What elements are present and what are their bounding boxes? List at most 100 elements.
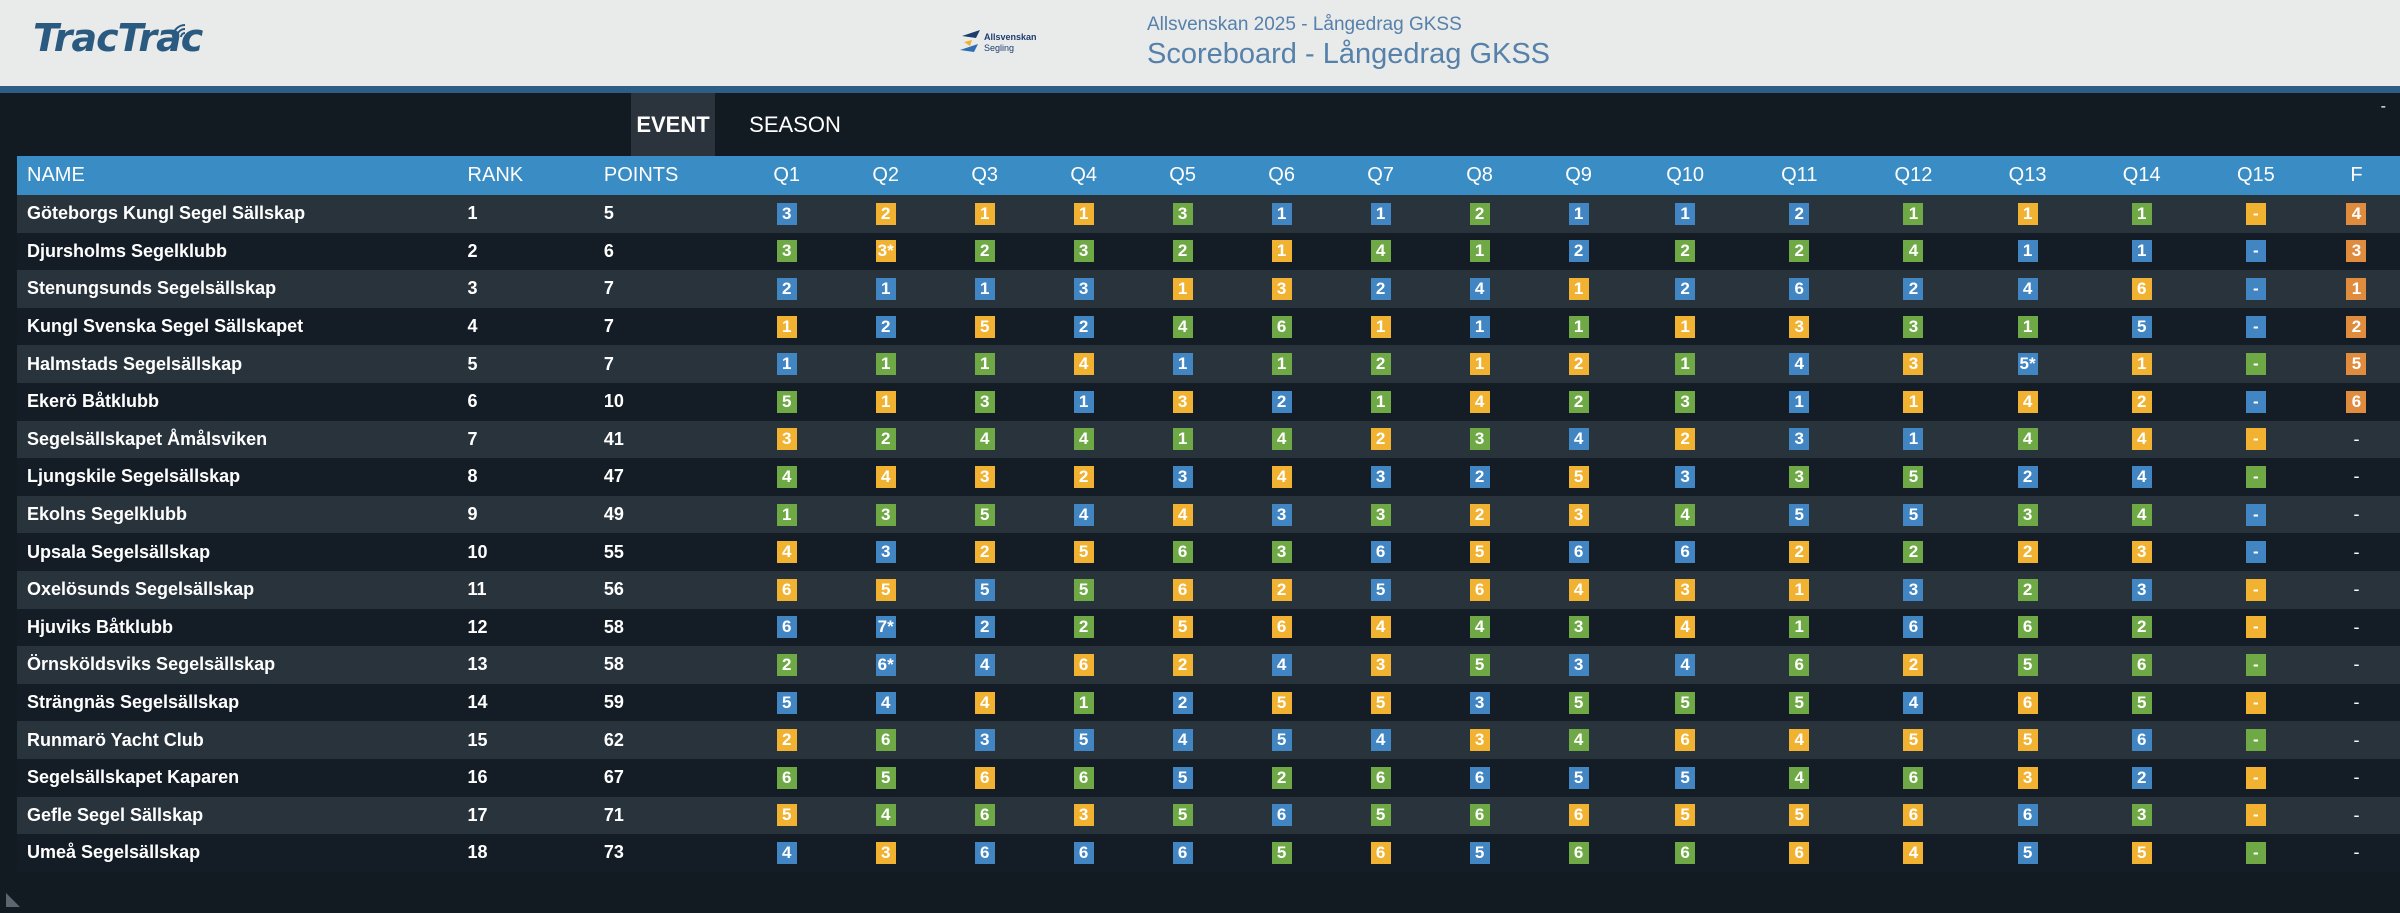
position-badge[interactable]: 4 — [1469, 277, 1490, 300]
tab-season[interactable]: SEASON — [749, 112, 841, 137]
position-badge[interactable]: 3 — [974, 729, 995, 752]
position-badge[interactable]: 2 — [1469, 503, 1490, 526]
position-badge[interactable]: - — [2245, 691, 2266, 714]
position-badge[interactable]: 1 — [1271, 240, 1292, 263]
position-badge[interactable]: 3 — [1073, 277, 1094, 300]
position-badge[interactable]: 3 — [974, 465, 995, 488]
collapse-button[interactable]: - — [2380, 98, 2386, 115]
position-badge[interactable]: 5 — [776, 804, 797, 827]
column-header-f[interactable]: F — [2312, 156, 2400, 195]
column-header-q13[interactable]: Q13 — [1970, 156, 2085, 195]
position-badge[interactable]: 3 — [1675, 390, 1696, 413]
position-badge[interactable]: 2 — [1172, 691, 1193, 714]
position-badge[interactable]: 4 — [2017, 277, 2038, 300]
column-header-points[interactable]: POINTS — [603, 156, 738, 195]
position-badge[interactable]: 4 — [1073, 503, 1094, 526]
position-badge[interactable]: - — [2245, 841, 2266, 864]
position-badge[interactable]: 2 — [776, 729, 797, 752]
position-badge[interactable]: 4 — [2017, 390, 2038, 413]
position-badge[interactable]: 2 — [1568, 240, 1589, 263]
position-badge[interactable]: 3 — [1370, 653, 1391, 676]
position-badge[interactable]: 4 — [1469, 390, 1490, 413]
position-badge[interactable]: 3 — [776, 428, 797, 451]
column-header-q6[interactable]: Q6 — [1232, 156, 1332, 195]
table-row[interactable]: Strängnäs Segelsällskap 14 59 5 4 4 1 2 5 5 3 5 5 5 4 6… — [17, 683, 2400, 722]
column-header-q1[interactable]: Q1 — [737, 156, 837, 195]
position-badge[interactable]: - — [2245, 277, 2266, 300]
position-badge[interactable]: 3 — [875, 841, 896, 864]
position-badge[interactable]: 3 — [1172, 465, 1193, 488]
table-row[interactable]: Örnsköldsviks Segelsällskap 13 58 2 6* 4 6 2 4 3 5… — [17, 646, 2400, 684]
position-badge[interactable]: 1 — [2131, 240, 2152, 263]
position-badge[interactable]: 1 — [776, 315, 797, 338]
position-badge[interactable]: 4 — [776, 465, 797, 488]
position-badge[interactable]: 4 — [1568, 428, 1589, 451]
position-badge[interactable]: 1 — [1789, 578, 1810, 601]
column-header-q9[interactable]: Q9 — [1529, 156, 1629, 195]
position-badge[interactable]: 4 — [1789, 729, 1810, 752]
position-badge[interactable]: - — [2245, 428, 2266, 451]
position-badge[interactable]: 4 — [1172, 503, 1193, 526]
position-badge[interactable]: 5 — [1568, 691, 1589, 714]
position-badge[interactable]: 4 — [1789, 766, 1810, 789]
position-badge[interactable]: 6 — [776, 766, 797, 789]
position-badge[interactable]: 2 — [1073, 616, 1094, 639]
position-badge[interactable]: 4 — [1073, 353, 1094, 376]
position-badge[interactable]: 1 — [974, 277, 995, 300]
position-badge[interactable]: 5 — [875, 578, 896, 601]
position-badge[interactable]: 6 — [1172, 841, 1193, 864]
position-badge[interactable]: 2 — [1370, 353, 1391, 376]
position-badge[interactable]: 6 — [974, 804, 995, 827]
position-badge[interactable]: 1 — [1073, 691, 1094, 714]
position-badge[interactable]: 1 — [1469, 315, 1490, 338]
column-header-q2[interactable]: Q2 — [836, 156, 936, 195]
position-badge[interactable]: 1 — [1789, 616, 1810, 639]
position-badge[interactable]: 4 — [776, 541, 797, 564]
position-badge[interactable]: 6 — [1568, 541, 1589, 564]
tractrac-logo[interactable]: TracTrac — [33, 16, 203, 60]
position-badge[interactable]: 1 — [1675, 353, 1696, 376]
position-badge[interactable]: 2 — [1271, 578, 1292, 601]
position-badge[interactable]: 4 — [1271, 428, 1292, 451]
position-badge[interactable]: 4 — [875, 691, 896, 714]
final-badge[interactable]: 5 — [2346, 353, 2367, 376]
position-badge[interactable]: 6 — [1789, 841, 1810, 864]
position-badge[interactable]: 2 — [2131, 616, 2152, 639]
position-badge[interactable]: 5 — [1073, 541, 1094, 564]
position-badge[interactable]: 2 — [1073, 465, 1094, 488]
position-badge[interactable]: 1 — [1568, 202, 1589, 225]
position-badge[interactable]: 5 — [1469, 653, 1490, 676]
position-badge[interactable]: 2 — [974, 240, 995, 263]
position-badge[interactable]: 4 — [1469, 616, 1490, 639]
position-badge[interactable]: 3 — [1789, 428, 1810, 451]
position-badge[interactable]: 3 — [1370, 465, 1391, 488]
position-badge[interactable]: 2 — [1675, 277, 1696, 300]
position-badge[interactable]: 3 — [875, 503, 896, 526]
position-badge[interactable]: 4 — [2017, 428, 2038, 451]
table-row[interactable]: Ekolns Segelklubb 9 49 1 3 5 4 4 3 3 2 3 4 5 5 3 4 - - — [17, 495, 2400, 534]
position-badge[interactable]: 5 — [974, 578, 995, 601]
position-badge[interactable]: 5 — [1469, 841, 1490, 864]
column-header-q7[interactable]: Q7 — [1331, 156, 1431, 195]
position-badge[interactable]: 2 — [875, 202, 896, 225]
position-badge[interactable]: 5 — [1370, 804, 1391, 827]
position-badge[interactable]: 6 — [2017, 616, 2038, 639]
position-badge[interactable]: 1 — [1568, 315, 1589, 338]
position-badge[interactable]: - — [2245, 766, 2266, 789]
position-badge[interactable]: 3 — [776, 202, 797, 225]
position-badge[interactable]: 1 — [776, 353, 797, 376]
position-badge[interactable]: 6 — [776, 616, 797, 639]
position-badge[interactable]: 3 — [1903, 315, 1924, 338]
position-badge[interactable]: 3 — [2017, 503, 2038, 526]
table-row[interactable]: Umeå Segelsällskap 18 73 4 3 6 6 6 5 6 5 6 6 6 4 5 5 - - — [17, 834, 2400, 872]
position-badge[interactable]: 5 — [776, 390, 797, 413]
position-badge[interactable]: - — [2245, 804, 2266, 827]
position-badge[interactable]: 2 — [1903, 277, 1924, 300]
position-badge[interactable]: 3 — [776, 240, 797, 263]
position-badge[interactable]: 5 — [1903, 465, 1924, 488]
position-badge[interactable]: 5 — [2017, 841, 2038, 864]
position-badge[interactable]: 3 — [2131, 804, 2152, 827]
position-badge[interactable]: 4 — [776, 841, 797, 864]
position-badge[interactable]: 4 — [1073, 428, 1094, 451]
position-badge[interactable]: 3 — [1675, 465, 1696, 488]
